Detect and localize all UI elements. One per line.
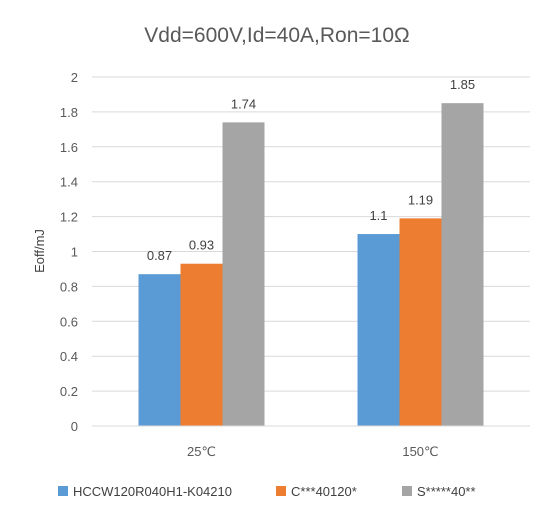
x-tick-label: 25℃ [187, 444, 216, 459]
data-label: 1.74 [231, 96, 256, 111]
y-axis-ticks: 0 0.2 0.4 0.6 0.8 1 1.2 1.4 1.6 1.8 2 [60, 70, 78, 434]
y-tick-label: 0.4 [60, 349, 78, 364]
data-labels: 0.87 1.1 0.93 1.19 1.74 1.85 [147, 77, 475, 263]
bar [399, 218, 442, 426]
y-tick-label: 2 [71, 70, 78, 85]
legend-swatch [58, 486, 68, 496]
y-tick-label: 0.8 [60, 279, 78, 294]
y-tick-label: 1.6 [60, 140, 78, 155]
bar [441, 103, 484, 427]
x-tick-label: 150℃ [402, 444, 438, 459]
y-tick-label: 1.8 [60, 105, 78, 120]
y-tick-label: 1 [71, 245, 78, 260]
data-label: 1.1 [369, 208, 387, 223]
y-tick-label: 0.6 [60, 314, 78, 329]
legend-swatch [276, 486, 286, 496]
y-tick-label: 1.4 [60, 175, 78, 190]
legend-label: S*****40** [417, 484, 476, 499]
bar [180, 263, 223, 426]
legend-label: C***40120* [291, 484, 357, 499]
bar [357, 234, 400, 426]
bars [138, 103, 484, 427]
legend-label: HCCW120R040H1-K04210 [73, 484, 232, 499]
data-label: 1.19 [408, 192, 433, 207]
chart-title: Vdd=600V,Id=40A,Ron=10Ω [144, 24, 409, 47]
bar [138, 274, 181, 426]
data-label: 1.85 [450, 77, 475, 92]
data-label: 0.93 [189, 238, 214, 253]
y-tick-label: 0 [71, 419, 78, 434]
y-axis-title: Eoff/mJ [32, 229, 47, 273]
legend: HCCW120R040H1-K04210 C***40120* S*****40** [58, 484, 476, 499]
data-label: 0.87 [147, 248, 172, 263]
legend-swatch [402, 486, 412, 496]
y-tick-label: 1.2 [60, 210, 78, 225]
y-tick-label: 0.2 [60, 384, 78, 399]
x-axis: 25℃ 150℃ [92, 425, 530, 459]
bar [222, 122, 265, 427]
